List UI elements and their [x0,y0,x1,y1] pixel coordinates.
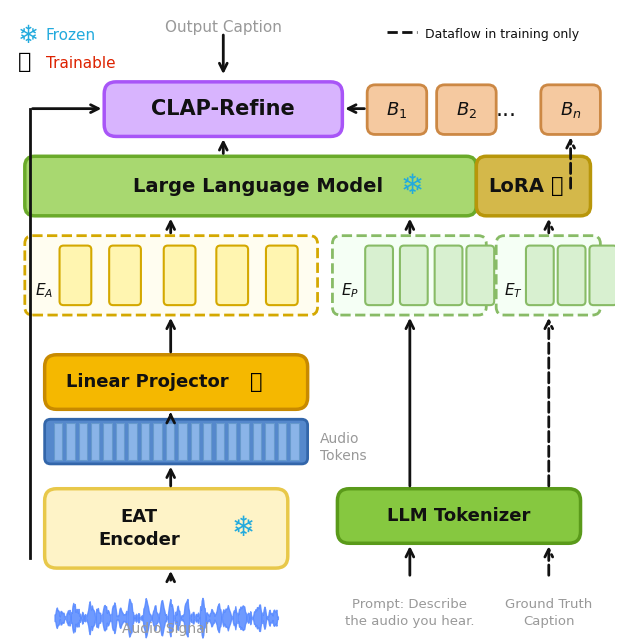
FancyBboxPatch shape [60,245,91,305]
Bar [216,423,224,460]
Text: Prompt: Describe
the audio you hear.: Prompt: Describe the audio you hear. [345,598,474,628]
Text: Trainable: Trainable [46,56,115,71]
Bar [54,423,62,460]
FancyBboxPatch shape [266,245,298,305]
Bar [253,423,261,460]
Text: $B_n$: $B_n$ [560,100,582,120]
FancyBboxPatch shape [216,245,248,305]
Text: Audio: Audio [319,432,359,446]
FancyBboxPatch shape [367,85,427,135]
FancyBboxPatch shape [25,156,476,216]
Bar [203,423,211,460]
Text: LLM Tokenizer: LLM Tokenizer [387,507,530,524]
Text: Output Caption: Output Caption [165,21,281,35]
Text: $E_T$: $E_T$ [504,281,523,299]
Bar [265,423,274,460]
FancyBboxPatch shape [541,85,600,135]
Text: $E_P$: $E_P$ [342,281,360,299]
Bar [128,423,137,460]
Bar [104,423,112,460]
FancyBboxPatch shape [476,156,590,216]
FancyBboxPatch shape [400,245,428,305]
FancyBboxPatch shape [45,489,288,568]
Text: Linear Projector: Linear Projector [66,372,228,390]
FancyBboxPatch shape [109,245,141,305]
FancyBboxPatch shape [337,489,580,544]
Text: Tokens: Tokens [319,449,366,463]
FancyBboxPatch shape [590,245,618,305]
Text: ❄: ❄ [231,515,255,542]
Text: ❄: ❄ [18,24,39,48]
Bar [153,423,162,460]
Text: 🔥: 🔥 [18,52,31,72]
Text: ...: ... [495,100,516,120]
Bar [79,423,87,460]
Text: Audio Signal: Audio Signal [122,621,209,636]
Bar [241,423,249,460]
Text: 🔥: 🔥 [250,372,262,392]
Text: ❄: ❄ [400,172,423,200]
FancyBboxPatch shape [45,419,308,464]
Text: CLAP-Refine: CLAP-Refine [151,99,295,118]
Bar [141,423,149,460]
Text: EAT
Encoder: EAT Encoder [98,507,180,549]
FancyBboxPatch shape [45,355,308,410]
Text: $B_2$: $B_2$ [456,100,477,120]
Bar [278,423,286,460]
Bar [290,423,299,460]
Bar [228,423,236,460]
FancyBboxPatch shape [164,245,195,305]
Text: $E_A$: $E_A$ [35,281,53,299]
FancyBboxPatch shape [558,245,585,305]
FancyBboxPatch shape [436,85,496,135]
Text: 🔥: 🔥 [551,176,564,196]
Bar [178,423,187,460]
Bar [66,423,74,460]
Bar [190,423,199,460]
Text: Ground Truth
Caption: Ground Truth Caption [505,598,592,628]
FancyBboxPatch shape [435,245,463,305]
FancyBboxPatch shape [25,236,317,315]
Bar [166,423,174,460]
FancyBboxPatch shape [496,236,600,315]
Text: $B_1$: $B_1$ [386,100,407,120]
FancyBboxPatch shape [466,245,494,305]
FancyBboxPatch shape [365,245,393,305]
Bar [91,423,99,460]
FancyBboxPatch shape [332,236,486,315]
Text: Dataflow in training only: Dataflow in training only [425,28,579,41]
Text: LoRA: LoRA [488,176,544,196]
Bar [116,423,125,460]
Text: Frozen: Frozen [46,28,95,43]
Text: Large Language Model: Large Language Model [133,176,383,196]
FancyBboxPatch shape [104,82,342,137]
FancyBboxPatch shape [526,245,554,305]
